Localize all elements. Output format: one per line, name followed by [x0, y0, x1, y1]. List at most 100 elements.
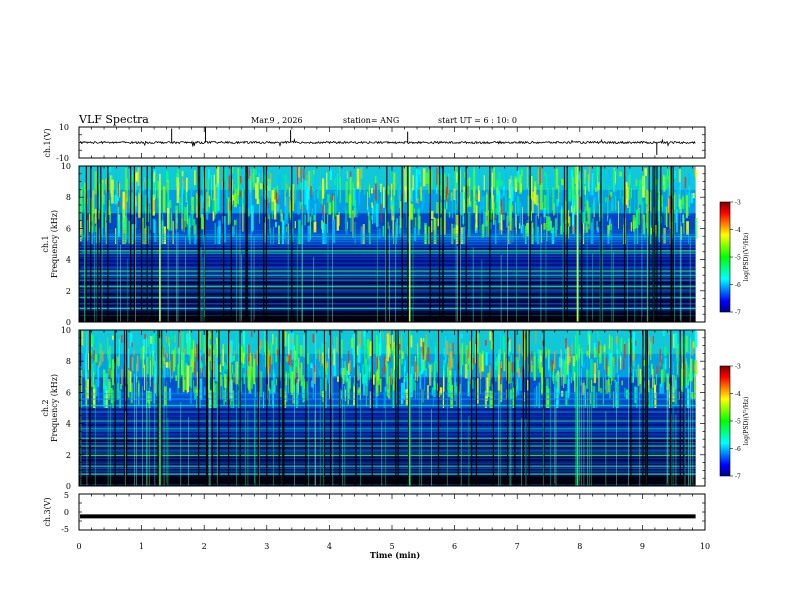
spectrogram-cell — [630, 376, 634, 383]
spectrogram-sferic — [94, 217, 95, 322]
spectrogram-cell — [127, 369, 130, 398]
spectrogram-cell — [667, 187, 670, 208]
spectrogram-cell — [339, 368, 343, 375]
spectrogram-cell — [368, 212, 370, 233]
spectrogram-cell — [679, 199, 682, 213]
spectrogram-cell — [304, 180, 308, 205]
spectrogram-sferic — [599, 240, 601, 322]
spectrogram-sferic — [688, 417, 690, 486]
spectrogram-cell — [268, 169, 270, 187]
spectrogram-cell — [190, 211, 192, 228]
spectrogram-cell — [125, 215, 127, 243]
spectrogram-sferic — [198, 330, 200, 486]
spectrogram-cell — [117, 201, 120, 207]
spectrogram-cell — [485, 377, 489, 401]
spectrogram-cell — [495, 353, 497, 367]
spectrogram-cell — [573, 194, 576, 213]
spectrogram-cell — [398, 343, 401, 350]
spectrogram-cell — [186, 332, 189, 355]
spectrogram-cell — [376, 335, 379, 358]
spectrogram-cell — [456, 214, 459, 241]
spectrogram-cell — [79, 439, 696, 442]
spectrogram-cell — [433, 361, 435, 390]
ch3-waveform-xticks — [78, 493, 706, 531]
spectrogram-cell — [293, 362, 296, 378]
spectrogram-cell — [205, 168, 207, 189]
spectrogram-cell — [114, 173, 117, 195]
spectrogram-cell — [472, 354, 474, 370]
spectrogram-sferic — [175, 210, 177, 322]
spectrogram-sferic — [525, 419, 527, 486]
spectrogram-cell — [388, 376, 391, 400]
spectrogram-cell — [611, 197, 614, 209]
spectrogram-cell — [567, 371, 570, 399]
spectrogram-cell — [339, 167, 340, 188]
spectrogram-cell — [163, 186, 165, 212]
spectrogram-sferic — [600, 166, 602, 322]
spectrogram-cell — [186, 333, 189, 344]
spectrogram-cell — [587, 209, 590, 224]
spectrogram-cell — [79, 197, 82, 221]
spectrogram-cell — [152, 174, 155, 198]
spectrogram-cell — [521, 367, 524, 382]
spectrogram-cell — [543, 194, 547, 210]
spectrogram-sferic — [323, 330, 326, 486]
spectrogram-cell — [229, 340, 233, 363]
spectrogram-sferic — [149, 330, 150, 486]
spectrogram-cell — [389, 356, 391, 362]
spectrogram-sferic — [123, 330, 126, 486]
spectrogram-cell — [111, 179, 114, 204]
spectrogram-cell — [285, 227, 287, 244]
spectrogram-cell — [505, 195, 507, 212]
spectrogram-cell — [515, 356, 519, 373]
spectrogram-cell — [196, 371, 198, 397]
spectrogram-sferic — [222, 166, 225, 322]
spectrogram-cell — [269, 216, 271, 234]
spectrogram-cell — [370, 215, 373, 220]
spectrogram-cell — [153, 371, 155, 383]
spectrogram-cell — [565, 391, 568, 406]
spectrogram-cell — [300, 167, 302, 183]
spectrogram-sferic — [407, 166, 409, 322]
spectrogram-cell — [685, 363, 687, 378]
ch2-colorbar-ticks: -3-4-5-6-7 — [730, 364, 741, 481]
spectrogram-cell — [446, 176, 449, 195]
spectrogram-cell — [357, 344, 361, 363]
spectrogram-cell — [642, 201, 644, 219]
spectrogram-sferic — [506, 211, 508, 322]
spectrogram-cell — [511, 362, 514, 373]
spectrogram-sferic — [437, 330, 440, 486]
spectrogram-cell — [270, 174, 272, 199]
spectrogram-band — [79, 454, 696, 456]
spectrogram-sferic — [146, 337, 148, 486]
spectrogram-cell — [496, 188, 498, 195]
spectrogram-cell — [291, 332, 294, 360]
spectrogram-cell — [166, 353, 168, 358]
spectrogram-cell — [597, 167, 599, 192]
spectrogram-sferic — [167, 202, 169, 322]
spectrogram-band — [79, 404, 696, 406]
spectrogram-cell — [307, 180, 309, 187]
spectrogram-cell — [154, 360, 157, 384]
spectrogram-cell — [404, 343, 405, 366]
spectrogram-sferic — [314, 410, 316, 486]
spectrogram-cell — [79, 466, 696, 469]
spectrogram-cell — [223, 390, 225, 406]
spectrogram-cell — [376, 356, 379, 370]
spectrogram-cell — [312, 374, 315, 399]
spectrogram-cell — [644, 168, 648, 176]
spectrogram-cell — [193, 170, 196, 186]
spectrogram-cell — [524, 349, 526, 361]
spectrogram-cell — [352, 334, 356, 356]
spectrogram-cell — [375, 371, 379, 397]
spectrogram-cell — [412, 175, 415, 191]
spectrogram-cell — [414, 208, 416, 214]
spectrogram-cell — [543, 222, 546, 230]
spectrogram-sferic — [166, 380, 168, 486]
spectrogram-cell — [576, 194, 578, 212]
spectrogram-cell — [446, 340, 449, 355]
spectrogram-cell — [412, 378, 416, 391]
spectrogram-cell — [684, 176, 687, 189]
spectrogram-cell — [493, 354, 495, 378]
